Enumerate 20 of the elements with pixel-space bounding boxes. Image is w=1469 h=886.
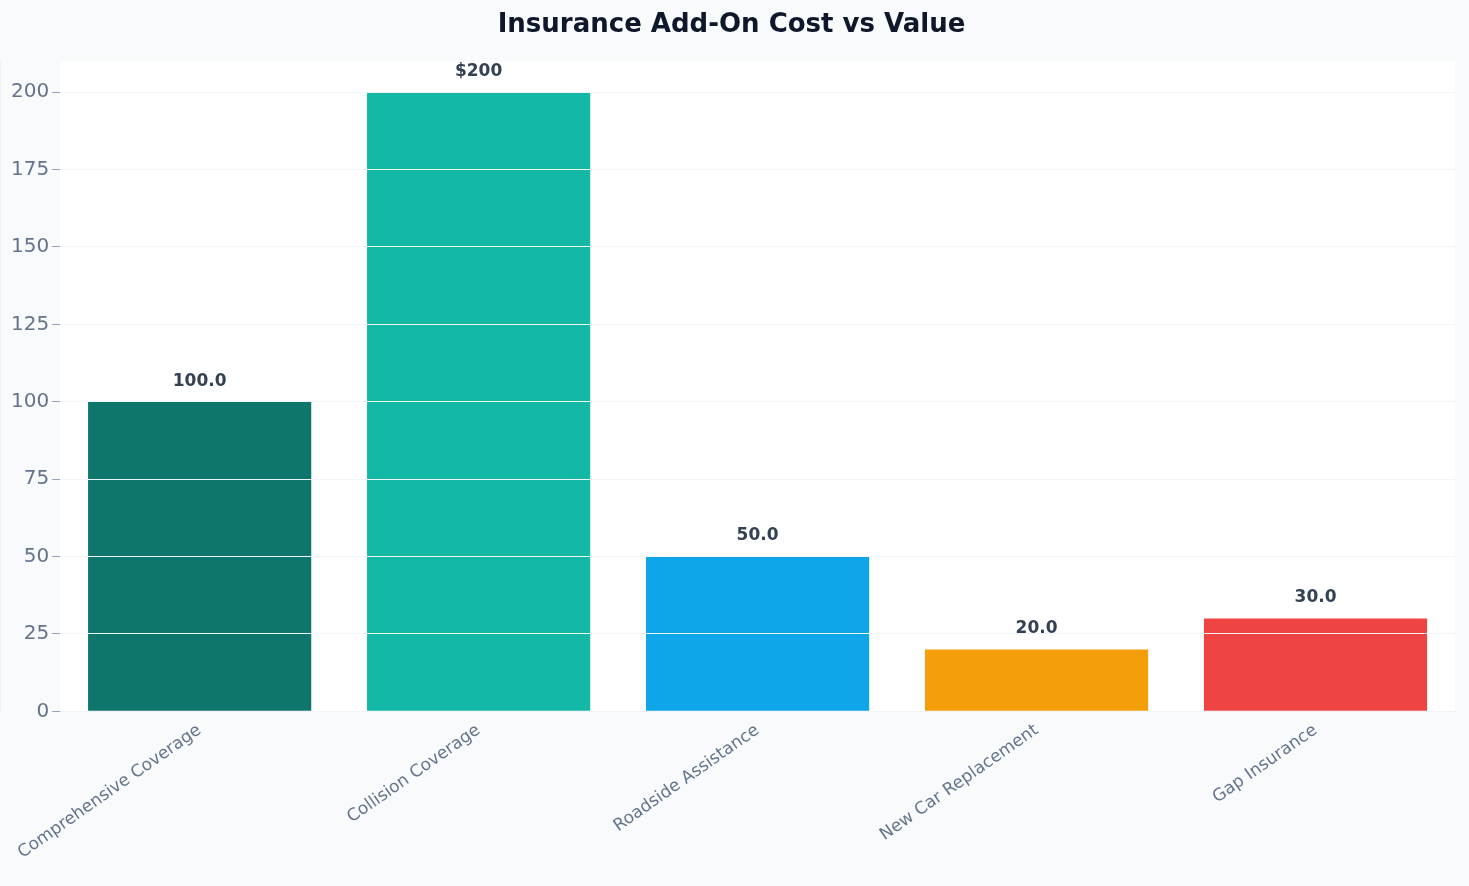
y-tick-label: 200	[10, 78, 50, 103]
chart-title: Insurance Add-On Cost vs Value	[497, 8, 966, 39]
y-tick-label: 125	[10, 310, 50, 335]
data-label: 50.0	[736, 524, 779, 545]
bar	[646, 556, 870, 711]
y-tick-label: 25	[23, 620, 50, 645]
y-tick-label: 150	[10, 233, 50, 258]
bar	[1203, 618, 1428, 711]
y-tick-label: 100	[10, 387, 50, 412]
y-tick-label: 0	[36, 697, 50, 722]
y-tick-label: 50	[23, 542, 50, 567]
y-tick-label: 175	[10, 155, 50, 180]
bar	[367, 92, 591, 711]
data-label: 100.0	[172, 369, 227, 390]
data-label: 30.0	[1294, 586, 1337, 607]
bar	[924, 649, 1149, 711]
bar	[88, 401, 312, 711]
y-tick-label: 75	[23, 465, 50, 490]
data-label: 20.0	[1015, 617, 1058, 638]
data-label: $200	[454, 60, 503, 81]
